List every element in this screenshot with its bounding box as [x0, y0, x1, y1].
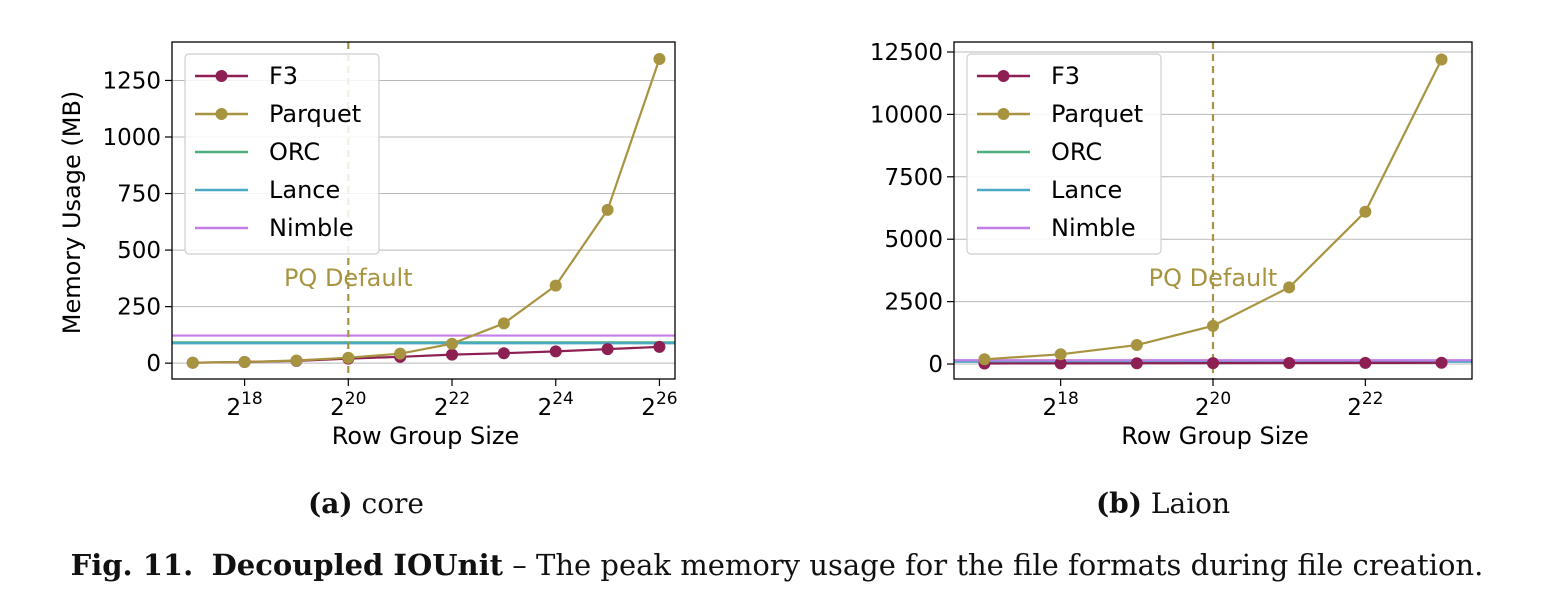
legend: F3 Parquet ORC Lance Nimble — [184, 53, 380, 255]
data-point-parquet — [497, 317, 510, 330]
data-point-f3 — [1435, 356, 1448, 369]
chart-1: 0 250 500 750 1000 1250 218 220 222 224 226 PQ Defa… — [58, 41, 678, 520]
legend-marker-parquet — [215, 108, 228, 120]
subcaption: (a) core — [308, 487, 424, 520]
plot-frame — [953, 41, 1473, 380]
legend-marker-f3 — [997, 70, 1010, 82]
legend-label-lance: Lance — [1051, 176, 1122, 204]
data-point-parquet — [342, 351, 355, 364]
data-point-f3 — [549, 345, 562, 358]
legend-label-nimble: Nimble — [269, 214, 354, 242]
data-point-parquet — [1359, 205, 1372, 218]
figure-number: Fig. 11. — [70, 548, 194, 582]
x-tick-label: 218 — [226, 389, 262, 421]
data-point-f3 — [1054, 357, 1067, 370]
data-point-f3 — [1283, 357, 1296, 370]
y-tick-label: 750 — [117, 182, 161, 208]
x-tick-label: 226 — [641, 389, 677, 421]
legend-label-nimble: Nimble — [1051, 214, 1136, 242]
legend-label-parquet: Parquet — [269, 100, 361, 128]
data-point-parquet — [1054, 348, 1067, 361]
data-point-parquet — [238, 356, 251, 369]
y-axis-label: Memory Usage (MB) — [58, 91, 86, 335]
data-point-f3 — [653, 340, 666, 353]
legend: F3 Parquet ORC Lance Nimble — [966, 53, 1162, 255]
legend-label-orc: ORC — [269, 138, 320, 166]
x-tick-label: 224 — [538, 389, 574, 421]
data-point-f3 — [1359, 356, 1372, 369]
data-point-parquet — [290, 354, 303, 367]
subcaption: (b) Laion — [1096, 487, 1230, 520]
data-point-f3 — [446, 348, 459, 361]
y-tick-label: 7500 — [884, 165, 943, 191]
figure-caption-text: – The peak memory usage for the file for… — [503, 548, 1484, 582]
legend-box — [184, 53, 380, 255]
y-tick-label: 250 — [117, 295, 161, 321]
legend-label-f3: F3 — [269, 62, 298, 90]
data-point-f3 — [1130, 357, 1143, 370]
legend-label-lance: Lance — [269, 176, 340, 204]
x-tick-label: 222 — [434, 389, 470, 421]
x-axis-label: Row Group Size — [1121, 422, 1309, 450]
data-point-parquet — [549, 279, 562, 292]
data-point-f3 — [1207, 357, 1219, 370]
y-tick-label: 10000 — [870, 102, 943, 128]
x-tick-label: 218 — [1043, 389, 1079, 421]
x-axis-label: Row Group Size — [332, 422, 520, 450]
x-tick-label: 220 — [330, 389, 366, 421]
y-tick-label: 1000 — [102, 125, 161, 151]
pq-default-label: PQ Default — [1149, 264, 1278, 292]
x-tick-label: 222 — [1347, 389, 1383, 421]
figure-title: Decoupled IOUnit — [211, 548, 504, 582]
data-point-f3 — [497, 347, 510, 360]
pq-default-label: PQ Default — [284, 264, 413, 292]
y-tick-label: 500 — [117, 238, 161, 264]
data-point-parquet — [1130, 339, 1143, 352]
y-tick-label: 0 — [928, 352, 943, 378]
data-point-parquet — [978, 353, 991, 366]
y-tick-label: 5000 — [884, 227, 943, 253]
legend-marker-f3 — [215, 70, 228, 82]
plot-frame — [171, 41, 676, 380]
data-point-parquet — [601, 203, 614, 216]
chart-2: 0 2500 5000 7500 10000 12500 218 220 222 PQ Defau… — [870, 40, 1473, 520]
data-point-parquet — [1435, 53, 1448, 66]
legend-label-f3: F3 — [1051, 62, 1080, 90]
data-point-parquet — [394, 347, 407, 360]
y-tick-label: 1250 — [102, 68, 161, 94]
series-line-parquet — [192, 58, 661, 364]
data-point-parquet — [1283, 281, 1296, 294]
figure-caption: Fig. 11. Decoupled IOUnit – The peak mem… — [0, 548, 1554, 582]
y-tick-label: 2500 — [884, 290, 943, 316]
data-point-parquet — [653, 52, 666, 65]
data-point-f3 — [601, 343, 614, 356]
data-point-parquet — [186, 356, 199, 369]
legend-marker-parquet — [997, 108, 1010, 120]
y-tick-label: 12500 — [870, 40, 943, 66]
x-tick-label: 220 — [1195, 389, 1231, 421]
legend-label-parquet: Parquet — [1051, 100, 1143, 128]
legend-box — [966, 53, 1162, 255]
legend-label-orc: ORC — [1051, 138, 1102, 166]
data-point-parquet — [1207, 319, 1219, 332]
data-point-parquet — [446, 337, 459, 350]
y-tick-label: 0 — [146, 351, 161, 377]
